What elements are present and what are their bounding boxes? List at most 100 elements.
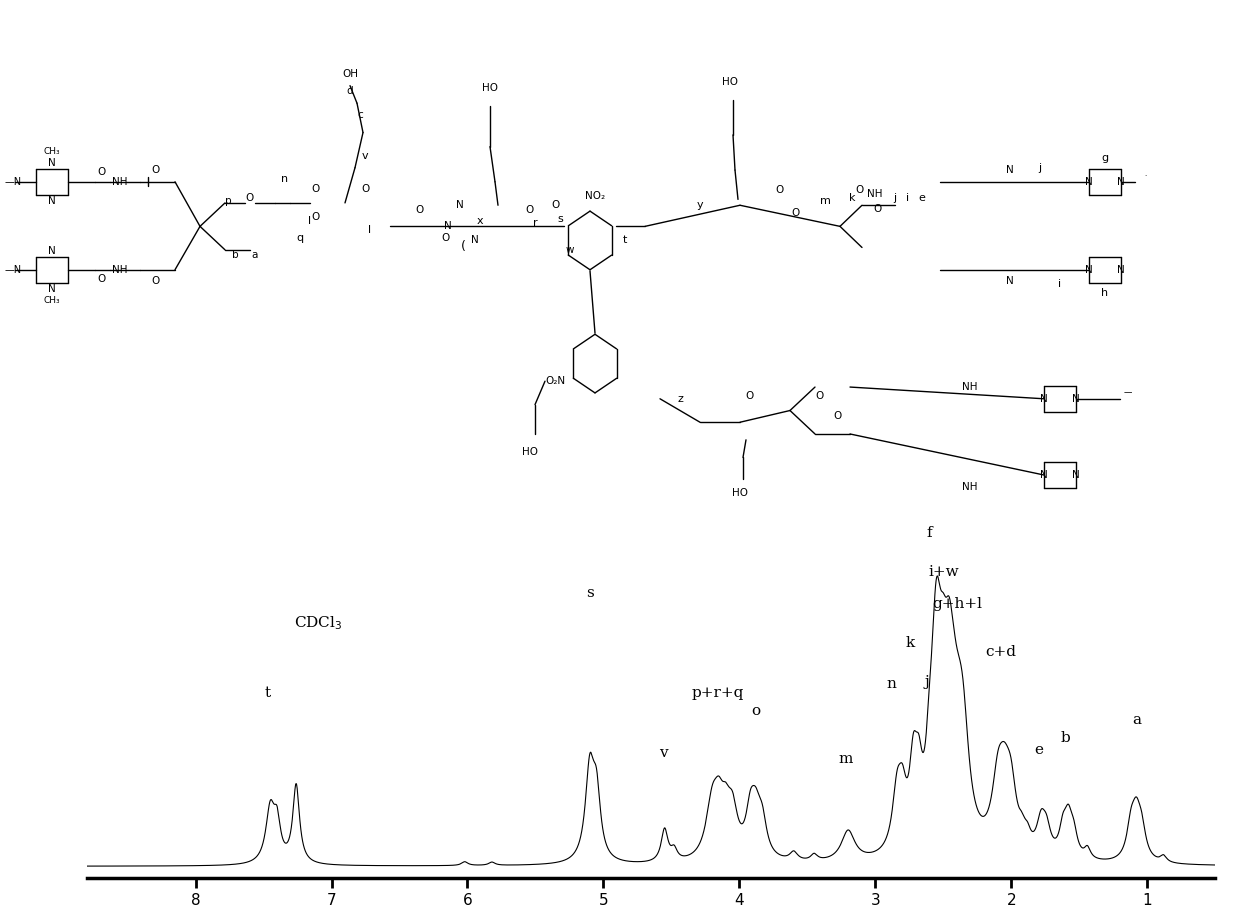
- Text: a: a: [252, 249, 258, 259]
- Text: O: O: [151, 165, 159, 175]
- Text: q: q: [296, 233, 304, 243]
- Text: b: b: [1060, 731, 1070, 744]
- Text: m: m: [820, 196, 831, 206]
- Text: z: z: [677, 394, 683, 404]
- Text: e: e: [1034, 743, 1043, 757]
- Text: N: N: [444, 221, 451, 231]
- Text: p+r+q: p+r+q: [692, 686, 744, 701]
- Text: N: N: [48, 196, 56, 206]
- Text: O: O: [361, 184, 370, 194]
- Text: h: h: [1101, 288, 1109, 298]
- Text: CH₃: CH₃: [43, 296, 61, 305]
- Text: N: N: [1006, 277, 1014, 287]
- Text: O: O: [526, 205, 534, 215]
- Text: O: O: [776, 185, 784, 195]
- Text: NH: NH: [962, 382, 978, 392]
- Text: NO₂: NO₂: [585, 191, 605, 201]
- Text: c: c: [357, 110, 363, 120]
- Text: N: N: [1117, 265, 1125, 275]
- Text: k: k: [906, 636, 915, 650]
- Text: N: N: [456, 200, 464, 210]
- Text: N: N: [1085, 265, 1092, 275]
- Text: O: O: [415, 205, 424, 215]
- Text: a: a: [1132, 713, 1141, 727]
- Text: j: j: [894, 193, 897, 203]
- Text: NH: NH: [113, 265, 128, 275]
- Text: f: f: [926, 526, 932, 541]
- Text: N: N: [1117, 177, 1125, 187]
- Text: v: v: [658, 745, 667, 760]
- Text: N: N: [471, 236, 479, 246]
- Text: N: N: [1040, 394, 1048, 404]
- Text: i: i: [1059, 278, 1061, 288]
- Text: (: (: [460, 240, 465, 253]
- Text: CH₃: CH₃: [43, 147, 61, 156]
- Text: n: n: [281, 175, 289, 185]
- Text: s: s: [587, 586, 594, 600]
- Text: e: e: [919, 193, 925, 203]
- Text: y: y: [697, 200, 703, 210]
- Text: i+w: i+w: [588, 511, 616, 526]
- Text: v: v: [362, 151, 368, 161]
- Text: b: b: [232, 249, 238, 259]
- Text: g+h+l: g+h+l: [563, 522, 613, 538]
- Text: HO: HO: [732, 488, 748, 498]
- Text: O: O: [791, 208, 799, 218]
- Text: NH: NH: [867, 188, 883, 198]
- Text: O: O: [746, 391, 754, 401]
- Text: x: x: [476, 216, 484, 226]
- Text: O₂N: O₂N: [544, 376, 565, 386]
- Text: HO: HO: [482, 83, 498, 93]
- Text: O: O: [311, 212, 319, 222]
- Text: O: O: [98, 274, 107, 284]
- Text: N: N: [1085, 177, 1092, 187]
- Text: O: O: [98, 167, 107, 177]
- Text: d: d: [347, 86, 353, 96]
- Text: O: O: [551, 200, 559, 210]
- Text: N: N: [48, 246, 56, 256]
- Text: HO: HO: [522, 447, 538, 457]
- Text: O: O: [833, 411, 842, 421]
- Text: OH: OH: [342, 69, 358, 79]
- Text: NH: NH: [962, 481, 978, 491]
- Text: O: O: [816, 391, 825, 401]
- Text: N: N: [1073, 470, 1080, 480]
- Text: O: O: [151, 277, 159, 287]
- Text: N: N: [1006, 165, 1014, 175]
- Text: —N: —N: [5, 265, 22, 275]
- Text: c+d: c+d: [985, 645, 1016, 659]
- Text: O: O: [311, 184, 319, 194]
- Text: O: O: [246, 193, 254, 203]
- Text: N: N: [1073, 394, 1080, 404]
- Text: j: j: [925, 674, 929, 689]
- Text: i: i: [906, 193, 910, 203]
- Text: f: f: [622, 497, 627, 511]
- Text: t: t: [622, 236, 627, 246]
- Text: NH: NH: [113, 177, 128, 187]
- Text: r: r: [533, 217, 537, 228]
- Text: N: N: [1040, 470, 1048, 480]
- Text: o: o: [751, 704, 760, 718]
- Text: i+w: i+w: [928, 565, 959, 579]
- Text: s: s: [557, 215, 563, 225]
- Text: —: —: [1123, 389, 1132, 398]
- Text: w: w: [565, 245, 574, 255]
- Text: O: O: [441, 233, 449, 243]
- Text: j: j: [1038, 163, 1042, 173]
- Text: m: m: [838, 752, 853, 765]
- Text: p: p: [224, 196, 232, 206]
- Text: l: l: [309, 216, 311, 226]
- Text: n: n: [887, 677, 897, 692]
- Text: O: O: [874, 204, 882, 214]
- Text: HO: HO: [722, 77, 738, 87]
- Text: t: t: [264, 686, 270, 701]
- Text: CDCl$_3$: CDCl$_3$: [294, 614, 342, 632]
- Text: k: k: [848, 193, 856, 203]
- Text: g+h+l: g+h+l: [932, 598, 982, 612]
- Text: ·: ·: [1143, 173, 1146, 179]
- Text: N: N: [48, 284, 56, 294]
- Text: l: l: [368, 225, 372, 235]
- Text: N: N: [48, 158, 56, 168]
- Text: g: g: [1101, 154, 1109, 163]
- Text: O: O: [856, 185, 864, 195]
